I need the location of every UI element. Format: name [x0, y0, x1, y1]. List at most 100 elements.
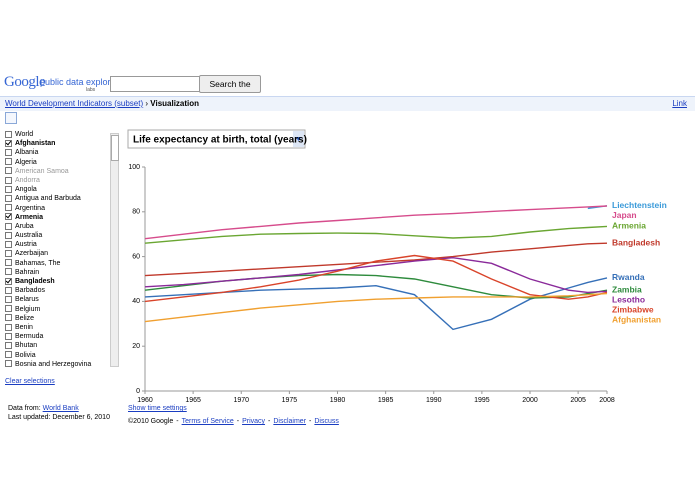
y-tick-label: 100	[128, 164, 140, 171]
legend-label: Zimbabwe	[612, 304, 654, 314]
source-link[interactable]: World Bank	[42, 405, 79, 412]
entity-label: Bangladesh	[15, 278, 55, 285]
entity-item[interactable]: Belarus	[5, 295, 109, 304]
entity-item[interactable]: Bermuda	[5, 332, 109, 341]
indicator-select[interactable]	[127, 129, 306, 149]
series-line	[144, 254, 608, 303]
entity-item[interactable]: Aruba	[5, 222, 109, 231]
entity-label: Bahamas, The	[15, 259, 61, 267]
checkbox[interactable]	[5, 250, 12, 258]
entity-item[interactable]: Bahrain	[5, 268, 109, 277]
entity-item[interactable]: Bangladesh	[5, 277, 109, 286]
legend-label: Zambia	[612, 284, 642, 294]
entity-item[interactable]: Angola	[5, 185, 109, 194]
footer-link[interactable]: Disclaimer	[273, 418, 307, 425]
checkbox[interactable]	[5, 332, 12, 340]
checkbox[interactable]	[5, 158, 12, 166]
entity-item[interactable]: Antigua and Barbuda	[5, 194, 109, 203]
entity-label: Bahrain	[15, 268, 40, 276]
entity-item[interactable]: Argentina	[5, 204, 109, 213]
checkbox[interactable]	[5, 259, 12, 267]
entity-item[interactable]: Australia	[5, 231, 109, 240]
entity-label: Armenia	[15, 213, 44, 221]
x-tick-label: 1960	[137, 397, 153, 404]
entity-item[interactable]: World	[5, 130, 109, 139]
checkbox[interactable]	[5, 231, 12, 239]
legend-label: Armenia	[612, 221, 646, 231]
series-line	[144, 292, 608, 323]
entity-item[interactable]: Andorra	[5, 176, 109, 185]
x-tick-label: 1980	[330, 397, 346, 404]
footer-link[interactable]: Privacy	[242, 418, 266, 425]
map-view-icon[interactable]	[37, 112, 49, 124]
entity-item[interactable]: Bolivia	[5, 351, 109, 360]
entity-item[interactable]: Barbados	[5, 286, 109, 295]
checkbox[interactable]	[5, 323, 12, 331]
checkbox[interactable]	[5, 360, 12, 368]
series-line	[144, 225, 608, 244]
bubble-view-icon[interactable]	[53, 112, 65, 124]
checkbox[interactable]	[5, 149, 12, 157]
checkbox[interactable]	[5, 305, 12, 313]
checkbox[interactable]	[5, 277, 12, 285]
link-button[interactable]: Link	[672, 99, 687, 108]
breadcrumb-bar: World Development Indicators (subset) › …	[0, 96, 695, 111]
entity-item[interactable]: Austria	[5, 240, 109, 249]
legend-label: Afghanistan	[612, 314, 661, 324]
entity-label: Aruba	[15, 222, 34, 230]
checkbox[interactable]	[5, 185, 12, 193]
footer-link[interactable]: Discuss	[314, 418, 339, 425]
entity-item[interactable]: Albania	[5, 148, 109, 157]
entity-item[interactable]: Bahamas, The	[5, 259, 109, 268]
entity-item[interactable]: Belgium	[5, 305, 109, 314]
legend-label: Rwanda	[612, 272, 645, 282]
time-settings[interactable]: Show time settings	[128, 405, 187, 412]
checkbox[interactable]	[5, 222, 12, 230]
scrollbar[interactable]	[110, 133, 119, 367]
checkbox[interactable]	[5, 341, 12, 349]
logo[interactable]: Google	[4, 74, 46, 90]
checkbox[interactable]	[5, 167, 12, 175]
x-tick-label: 1985	[378, 397, 394, 404]
line-view-icon[interactable]	[5, 112, 17, 124]
source-label: Data from:	[8, 405, 41, 412]
dropdown-arrow	[295, 137, 302, 141]
entity-item[interactable]: Benin	[5, 323, 109, 332]
checkbox[interactable]	[5, 213, 12, 221]
clear-selections[interactable]: Clear selections	[5, 378, 55, 385]
entity-item[interactable]: Azerbaijan	[5, 249, 109, 258]
y-tick-label: 40	[132, 298, 140, 305]
breadcrumb-link[interactable]: World Development Indicators (subset)	[5, 99, 144, 108]
checkbox[interactable]	[5, 286, 12, 294]
entity-label: World	[15, 131, 34, 138]
checkbox[interactable]	[5, 268, 12, 276]
x-tick-label: 2000	[522, 397, 538, 404]
entity-label: Antigua and Barbuda	[15, 195, 81, 203]
checkbox[interactable]	[5, 314, 12, 322]
checkbox[interactable]	[5, 296, 12, 304]
entity-label: Bosnia and Herzegovina	[15, 360, 92, 368]
legend-label: Bangladesh	[612, 237, 660, 247]
bar-view-icon[interactable]	[21, 112, 33, 124]
entity-item[interactable]: Bhutan	[5, 341, 109, 350]
checkbox[interactable]	[5, 139, 12, 147]
entity-item[interactable]: Bosnia and Herzegovina	[5, 360, 109, 368]
checkbox[interactable]	[5, 351, 12, 359]
entity-item[interactable]: American Samoa	[5, 167, 109, 176]
entity-item[interactable]: Algeria	[5, 158, 109, 167]
footer-link[interactable]: Terms of Service	[181, 418, 234, 425]
checkbox[interactable]	[5, 240, 12, 248]
search-button[interactable]: Search the Web	[199, 75, 261, 105]
checkbox[interactable]	[5, 176, 12, 184]
entity-item[interactable]: Afghanistan	[5, 139, 109, 148]
entity-item[interactable]: Armenia	[5, 213, 109, 222]
entity-label: Azerbaijan	[15, 250, 49, 258]
entity-item[interactable]: Belize	[5, 314, 109, 323]
checkbox[interactable]	[5, 204, 12, 212]
search-input[interactable]	[110, 76, 200, 92]
checkbox[interactable]	[5, 130, 12, 138]
scroll-thumb[interactable]	[111, 135, 119, 161]
checkbox[interactable]	[5, 194, 12, 202]
entity-label: Belarus	[15, 296, 39, 304]
